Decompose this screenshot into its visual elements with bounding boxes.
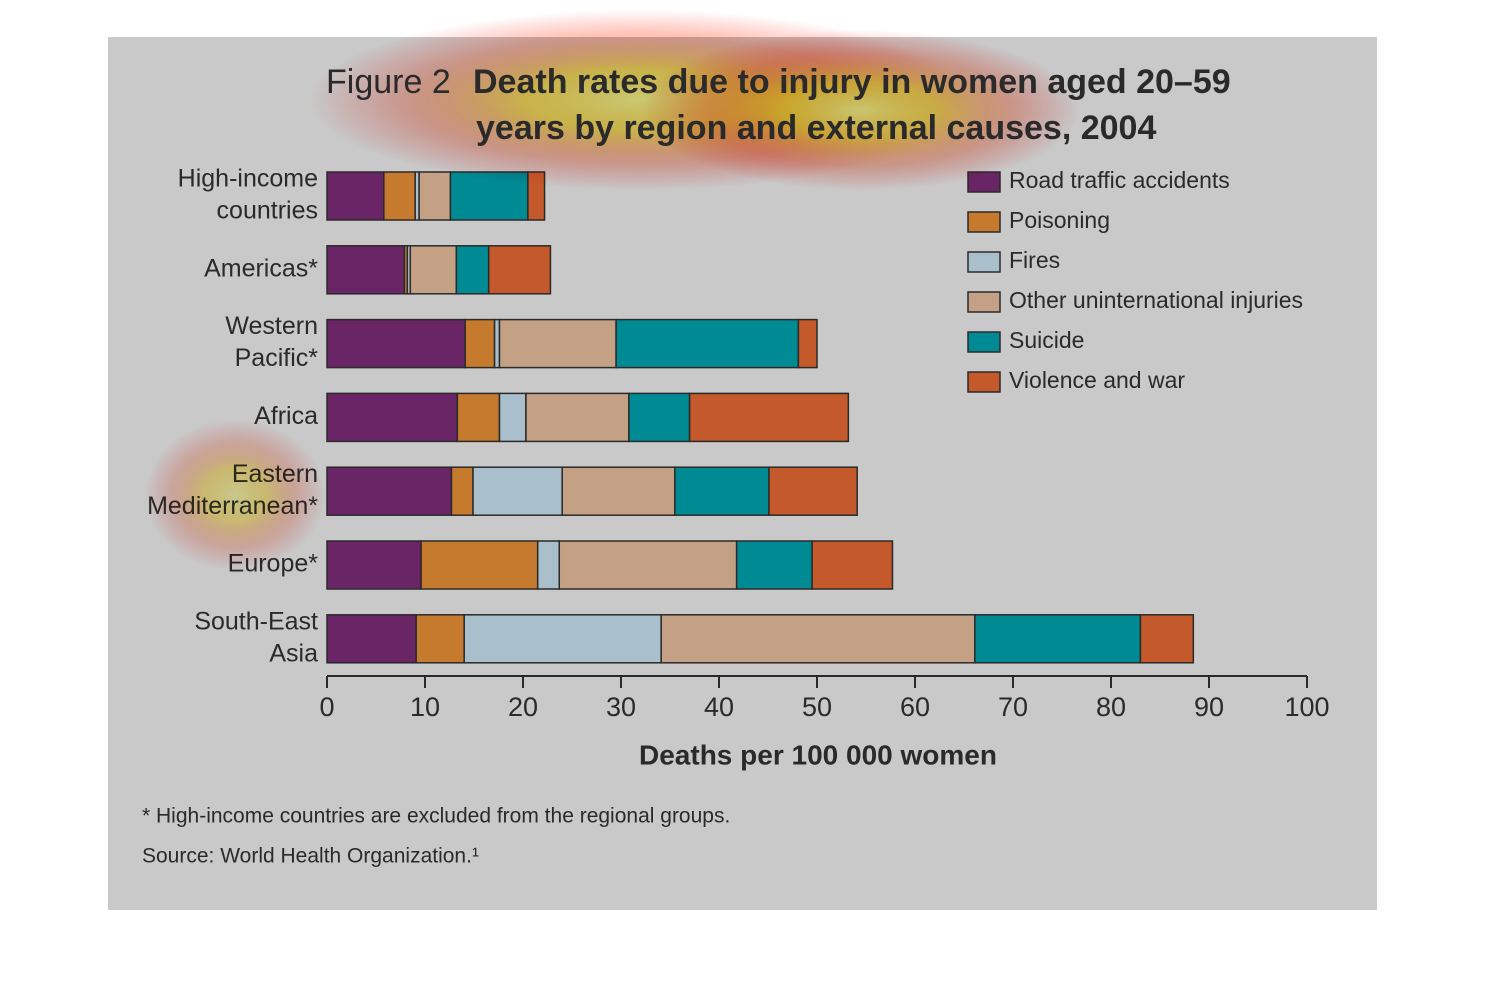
heatmap-overlay: [145, 10, 1080, 570]
bar-segment: [418, 171, 452, 221]
y-tick-label: Western: [225, 312, 318, 340]
x-tick-label: 70: [998, 692, 1028, 722]
y-tick-label: Asia: [269, 639, 318, 667]
legend-swatch: [967, 371, 1001, 393]
legend-label: Other uninternational injuries: [1009, 287, 1303, 313]
bar-segment: [420, 540, 539, 590]
legend-label: Violence and war: [1009, 367, 1185, 393]
bar-segment: [558, 540, 738, 590]
bar-segment: [735, 540, 813, 590]
x-tick-label: 0: [319, 692, 334, 722]
footnote: * High-income countries are excluded fro…: [142, 805, 730, 828]
legend-swatch: [967, 211, 1001, 233]
bar-segment: [797, 318, 818, 369]
legend-label: Fires: [1009, 247, 1060, 273]
bar-segment: [487, 245, 552, 295]
bar-segment: [974, 614, 1142, 664]
x-axis-label: Deaths per 100 000 women: [639, 739, 997, 770]
bar-segment: [536, 540, 561, 590]
bar-segment: [326, 392, 459, 443]
heatmap-blob: [145, 420, 325, 570]
bar-segment: [326, 614, 417, 664]
bar-segment: [660, 614, 976, 664]
chart-title: Death rates due to injury in women aged …: [473, 63, 1231, 101]
figure-label: Figure 2: [326, 63, 451, 101]
bar-segment: [463, 614, 662, 664]
y-tick-label: Pacific*: [235, 344, 319, 372]
x-tick-label: 60: [900, 692, 930, 722]
bar-segment: [464, 318, 496, 369]
bar-segment: [1139, 614, 1195, 664]
bar-segment: [674, 466, 770, 516]
bar-segment: [383, 171, 416, 221]
bar-segment: [450, 466, 474, 516]
y-tick-label: High-income: [178, 165, 318, 193]
bar-segment: [498, 318, 617, 369]
y-tick-label: countries: [217, 197, 318, 225]
bar-segment: [768, 466, 858, 516]
bar-segment: [688, 392, 850, 443]
bar-segment: [326, 171, 385, 221]
x-tick-label: 100: [1284, 692, 1329, 722]
bar-segment: [561, 466, 676, 516]
bar-segment: [415, 614, 465, 664]
y-tick-label: Americas*: [204, 254, 318, 282]
x-tick-label: 40: [704, 692, 734, 722]
heatmap-blob: [640, 30, 1080, 190]
y-tick-label: South-East: [194, 607, 318, 635]
legend-label: Poisoning: [1009, 207, 1110, 233]
source: Source: World Health Organization.¹: [142, 845, 479, 868]
bar-segment: [326, 540, 422, 590]
bar-segment: [498, 392, 527, 443]
chart-title: years by region and external causes, 200…: [476, 109, 1156, 147]
bar-segment: [472, 466, 563, 516]
x-tick-label: 30: [606, 692, 636, 722]
bar-segment: [525, 392, 630, 443]
bar-segment: [455, 245, 490, 295]
legend-swatch: [967, 291, 1001, 313]
bar-segment: [326, 466, 453, 516]
bar-segment: [615, 318, 800, 369]
x-tick-label: 50: [802, 692, 832, 722]
x-tick-label: 80: [1096, 692, 1126, 722]
x-tick-label: 90: [1194, 692, 1224, 722]
legend-swatch: [967, 251, 1001, 273]
legend-swatch: [967, 331, 1001, 353]
legend-label: Suicide: [1009, 327, 1084, 353]
bar-segment: [811, 540, 894, 590]
bar-segment: [456, 392, 501, 443]
bar-segment: [409, 245, 458, 295]
bar-segment: [326, 318, 466, 369]
bar-segment: [628, 392, 691, 443]
x-tick-label: 20: [508, 692, 538, 722]
x-tick-label: 10: [410, 692, 440, 722]
legend-label: Road traffic accidents: [1009, 167, 1230, 193]
bar-segment: [326, 245, 406, 295]
